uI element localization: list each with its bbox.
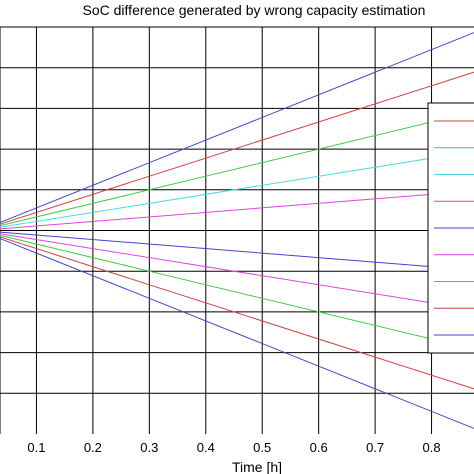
series-line-5 [0,231,474,271]
series-line-7 [0,234,474,350]
series-line-6 [0,233,474,311]
x-tick-label-2: 0.3 [140,440,158,455]
x-tick-label-1: 0.2 [84,440,102,455]
x-axis-label: Time [h] [232,459,282,474]
series-line-9 [0,237,474,429]
series-line-1 [0,71,474,225]
legend [427,102,474,354]
x-tick-label-0: 0.1 [27,440,45,455]
x-tick-label-6: 0.7 [366,440,384,455]
x-tick-label-5: 0.6 [310,440,328,455]
x-tick-label-3: 0.4 [197,440,215,455]
chart-title: SoC difference generated by wrong capaci… [83,2,426,18]
x-tick-label-4: 0.5 [253,440,271,455]
series-line-0 [0,32,474,224]
series-line-4 [0,190,474,230]
series-line-3 [0,150,474,228]
series-line-8 [0,236,474,390]
series-line-2 [0,111,474,227]
x-tick-labels: 0.10.20.30.40.50.60.70.80. [27,440,441,455]
series-lines [0,32,474,429]
x-tick-label-7: 0.8 [423,440,441,455]
